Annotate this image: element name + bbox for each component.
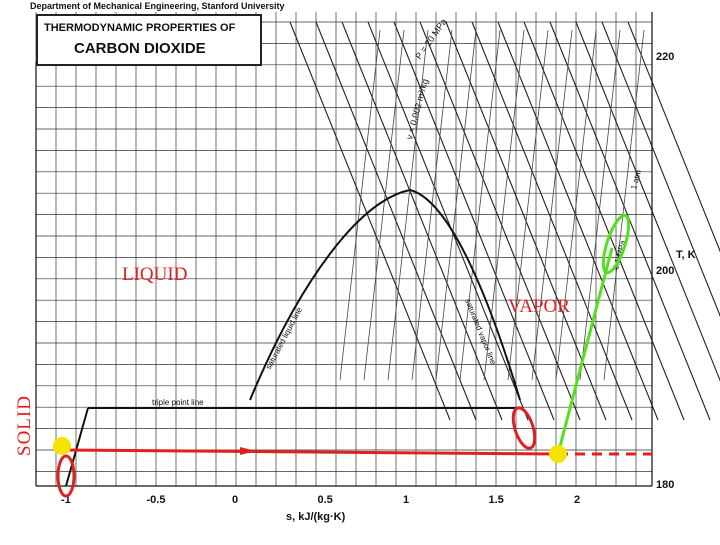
- chart-title-line1: THERMODYNAMIC PROPERTIES OF: [44, 22, 236, 34]
- saturation-dome-curve: [249, 188, 521, 401]
- constant-volume-line: [387, 29, 429, 381]
- annotation-overlay: [53, 213, 652, 498]
- constant-volume-line: [603, 29, 645, 381]
- x-tick-label: 2: [574, 494, 580, 506]
- state-point-1: [53, 437, 71, 455]
- state-point-2: [549, 445, 567, 463]
- constant-pressure-line: [315, 21, 477, 421]
- constant-pressure-line: [419, 21, 581, 421]
- saturated-liquid-line-label: saturated liquid line: [264, 305, 305, 371]
- x-axis-label: s, kJ/(kg·K): [286, 511, 346, 523]
- constant-volume-line: [531, 29, 573, 381]
- solid-boundary-line: [65, 407, 89, 487]
- x-tick-label: 0.5: [318, 494, 333, 506]
- constant-volume-line: [363, 29, 405, 381]
- pressure-label-highlight: [601, 213, 631, 275]
- x-tick-label: 0: [232, 494, 238, 506]
- y-tick-label: 180: [656, 479, 674, 491]
- constant-pressure-line: [471, 21, 633, 421]
- department-credit: Department of Mechanical Engineering, St…: [30, 1, 285, 11]
- x-tick-label: 1.5: [489, 494, 504, 506]
- triple-point-line-label: triple point line: [152, 398, 204, 407]
- constant-pressure-line: [367, 21, 529, 421]
- tick-220-highlight: [56, 454, 76, 498]
- x-tick-label: -0.5: [147, 494, 166, 506]
- y-tick-label: 200: [656, 265, 674, 277]
- constant-pressure-line: [601, 21, 720, 317]
- x-tick-label: -1: [61, 494, 71, 506]
- constant-volume-line: [555, 29, 597, 381]
- constant-pressure-line: [289, 21, 451, 421]
- y-axis-label: T, K: [676, 249, 696, 261]
- pressure-label: P = 20 MPa: [413, 17, 448, 61]
- constant-pressure-line: [497, 21, 659, 421]
- y-tick-label: 220: [656, 51, 674, 63]
- constant-pressure-line: [523, 21, 685, 421]
- vapor-label: VAPOR: [508, 296, 570, 317]
- specific-volume-label: v = 0.002 m³/kg: [404, 78, 430, 141]
- axes: 180200220240260280300320340360380400T, K…: [61, 51, 696, 523]
- process-arrow: [240, 447, 256, 455]
- liquid-label: LIQUID: [122, 264, 188, 285]
- constant-pressure-line: [575, 21, 720, 382]
- constant-volume-line: [507, 29, 549, 381]
- constant-volume-line: [435, 29, 477, 381]
- x-tick-label: 1: [403, 494, 409, 506]
- constant-pressure-line: [549, 21, 711, 421]
- constant-volume-line: [339, 29, 381, 381]
- state-label-highlight: [511, 406, 537, 450]
- constant-pressure-line: [341, 21, 503, 421]
- chart-title-box: THERMODYNAMIC PROPERTIES OF CARBON DIOXI…: [36, 14, 262, 66]
- constant-volume-line: [459, 29, 501, 381]
- chart-title-line2: CARBON DIOXIDE: [74, 40, 206, 57]
- constant-volume-line: [483, 29, 525, 381]
- constant-pressure-line: [627, 21, 720, 253]
- solid-label: SOLID: [14, 395, 35, 456]
- constant-volume-line: [579, 29, 621, 381]
- process-line-horizontal: [61, 448, 559, 456]
- isobar-highlight-line: [556, 247, 614, 455]
- constant-pressure-line: [393, 21, 555, 421]
